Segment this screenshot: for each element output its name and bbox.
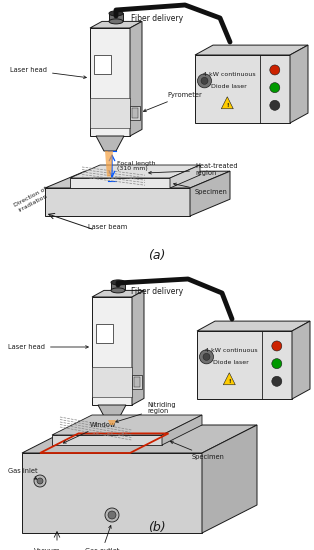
Text: Vacuum
chamber: Vacuum chamber: [32, 548, 62, 550]
Bar: [52, 435, 162, 445]
Polygon shape: [292, 321, 310, 399]
Polygon shape: [202, 425, 257, 533]
Polygon shape: [195, 45, 308, 55]
Text: Specimen: Specimen: [171, 441, 225, 460]
Ellipse shape: [109, 11, 123, 16]
Text: Direction of
irradiation: Direction of irradiation: [13, 186, 51, 213]
Bar: [130, 106, 140, 120]
Circle shape: [272, 376, 282, 386]
Text: 4 kW continuous: 4 kW continuous: [205, 348, 257, 353]
Polygon shape: [223, 373, 235, 385]
Circle shape: [37, 478, 43, 484]
Circle shape: [105, 508, 119, 522]
Bar: [90, 28, 130, 136]
Polygon shape: [45, 171, 230, 188]
Text: Gas outlet: Gas outlet: [85, 525, 119, 550]
Bar: [111, 282, 125, 290]
Polygon shape: [90, 21, 142, 28]
Text: Pyrometer: Pyrometer: [143, 92, 202, 112]
Text: (a): (a): [148, 249, 166, 261]
Polygon shape: [162, 415, 202, 445]
Bar: [132, 375, 142, 389]
Bar: [109, 13, 123, 21]
Text: Gas inlet: Gas inlet: [8, 468, 38, 479]
Bar: [94, 55, 111, 74]
Text: Fiber delivery: Fiber delivery: [131, 287, 183, 296]
Polygon shape: [98, 405, 126, 420]
Polygon shape: [22, 425, 257, 453]
Bar: [96, 324, 113, 343]
Bar: [22, 453, 202, 533]
Ellipse shape: [111, 288, 125, 293]
Text: Diode laser: Diode laser: [213, 360, 249, 365]
Circle shape: [199, 350, 214, 364]
Circle shape: [198, 74, 212, 88]
Circle shape: [108, 511, 116, 519]
Text: 4 kW continuous: 4 kW continuous: [203, 72, 256, 76]
Bar: [70, 178, 170, 188]
Text: Laser beam: Laser beam: [88, 224, 127, 230]
Bar: [92, 297, 132, 405]
Text: Specimen: Specimen: [174, 183, 228, 195]
Polygon shape: [290, 45, 308, 123]
Ellipse shape: [109, 19, 123, 24]
Bar: [90, 98, 130, 129]
Text: Fiber delivery: Fiber delivery: [131, 14, 183, 23]
Circle shape: [272, 359, 282, 369]
Polygon shape: [96, 136, 124, 151]
Polygon shape: [221, 97, 233, 109]
Bar: [134, 377, 140, 387]
Text: (b): (b): [148, 520, 166, 534]
Text: Laser head: Laser head: [8, 344, 88, 350]
Polygon shape: [52, 415, 202, 435]
Text: Nitriding
region: Nitriding region: [116, 402, 176, 422]
Circle shape: [270, 82, 280, 92]
Ellipse shape: [111, 280, 125, 285]
Polygon shape: [170, 165, 200, 188]
Text: !: !: [228, 379, 230, 384]
Text: Window: Window: [63, 422, 116, 443]
Polygon shape: [132, 290, 144, 405]
Circle shape: [270, 100, 280, 111]
Text: Diode laser: Diode laser: [211, 84, 247, 89]
Polygon shape: [105, 151, 113, 177]
Circle shape: [272, 341, 282, 351]
Text: Laser head: Laser head: [10, 67, 86, 79]
Text: Focal length
(310 mm): Focal length (310 mm): [117, 161, 155, 172]
Polygon shape: [130, 21, 142, 136]
Circle shape: [201, 78, 208, 84]
Text: !: !: [226, 103, 229, 108]
Bar: [132, 108, 138, 118]
Circle shape: [203, 353, 210, 360]
Bar: [92, 367, 132, 398]
Bar: [197, 331, 292, 399]
Polygon shape: [190, 171, 230, 216]
Bar: [45, 188, 190, 216]
Polygon shape: [108, 420, 116, 425]
Circle shape: [270, 65, 280, 75]
Circle shape: [34, 475, 46, 487]
Text: Heat-treated
region: Heat-treated region: [149, 163, 238, 177]
Polygon shape: [70, 165, 200, 178]
Polygon shape: [92, 290, 144, 297]
Bar: [195, 55, 290, 123]
Polygon shape: [197, 321, 310, 331]
